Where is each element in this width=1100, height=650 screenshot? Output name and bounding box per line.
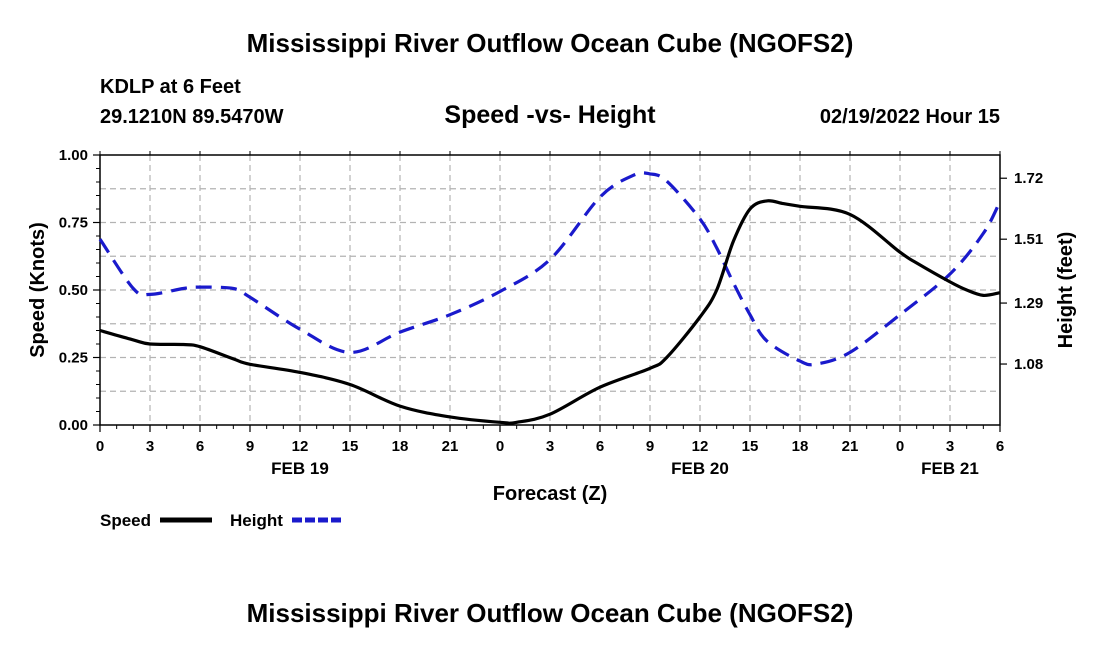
x-tick-label: 3 — [946, 438, 954, 455]
x-tick-label: 21 — [442, 438, 459, 455]
x-tick-label: 12 — [692, 438, 709, 455]
x-tick-label: 3 — [546, 438, 554, 455]
x-tick-label: 12 — [292, 438, 309, 455]
legend-speed-label: Speed — [100, 511, 151, 530]
y2-tick-label: 1.51 — [1014, 231, 1043, 248]
y2-axis-ticks: 1.08 1.29 1.51 1.72 — [1000, 170, 1043, 373]
x-tick-label: 15 — [742, 438, 759, 455]
x-tick-label: 18 — [792, 438, 809, 455]
y2-tick-label: 1.29 — [1014, 295, 1043, 312]
y-tick-label: 0.25 — [59, 350, 88, 367]
station-coordinates: 29.1210N 89.5470W — [100, 106, 284, 128]
x-tick-label: 18 — [392, 438, 409, 455]
y-axis-ticks: 0.00 0.25 0.50 0.75 1.00 — [59, 147, 100, 434]
y-tick-label: 0.00 — [59, 417, 88, 434]
station-label: KDLP at 6 Feet — [100, 76, 241, 98]
speed-series-line — [99, 199, 1001, 425]
day-label: FEB 20 — [671, 459, 729, 478]
y-axis-label: Speed (Knots) — [27, 222, 49, 358]
height-series-line — [98, 171, 1002, 367]
y-tick-label: 0.75 — [59, 215, 88, 232]
chart-subtitle: Speed -vs- Height — [444, 101, 656, 129]
x-axis-label: Forecast (Z) — [493, 483, 607, 505]
x-tick-label: 6 — [196, 438, 204, 455]
x-axis-ticks: 0 3 6 9 12 15 18 21 0 3 6 9 12 15 18 21 0 3 6 — [96, 151, 1004, 455]
x-tick-label: 6 — [596, 438, 604, 455]
grid-lines — [100, 155, 1000, 425]
x-tick-label: 9 — [646, 438, 654, 455]
x-tick-label: 21 — [842, 438, 859, 455]
y2-axis-label: Height (feet) — [1055, 232, 1077, 349]
chart-title: Mississippi River Outflow Ocean Cube (NG… — [246, 28, 854, 58]
x-tick-label: 3 — [146, 438, 154, 455]
x-tick-label: 0 — [96, 438, 104, 455]
y-tick-label: 0.50 — [59, 282, 88, 299]
x-tick-label: 6 — [996, 438, 1004, 455]
y2-tick-label: 1.72 — [1014, 170, 1043, 187]
day-labels: FEB 19 FEB 20 FEB 21 — [271, 459, 979, 478]
x-tick-label: 0 — [896, 438, 904, 455]
y2-tick-label: 1.08 — [1014, 356, 1043, 373]
x-tick-label: 0 — [496, 438, 504, 455]
legend-height-label: Height — [230, 511, 283, 530]
x-tick-label: 15 — [342, 438, 359, 455]
legend: Speed Height — [100, 511, 342, 530]
day-label: FEB 19 — [271, 459, 329, 478]
forecast-datetime: 02/19/2022 Hour 15 — [819, 106, 1000, 128]
x-tick-label: 9 — [246, 438, 254, 455]
footer-title: Mississippi River Outflow Ocean Cube (NG… — [246, 598, 854, 628]
y-tick-label: 1.00 — [59, 147, 88, 164]
day-label: FEB 21 — [921, 459, 979, 478]
